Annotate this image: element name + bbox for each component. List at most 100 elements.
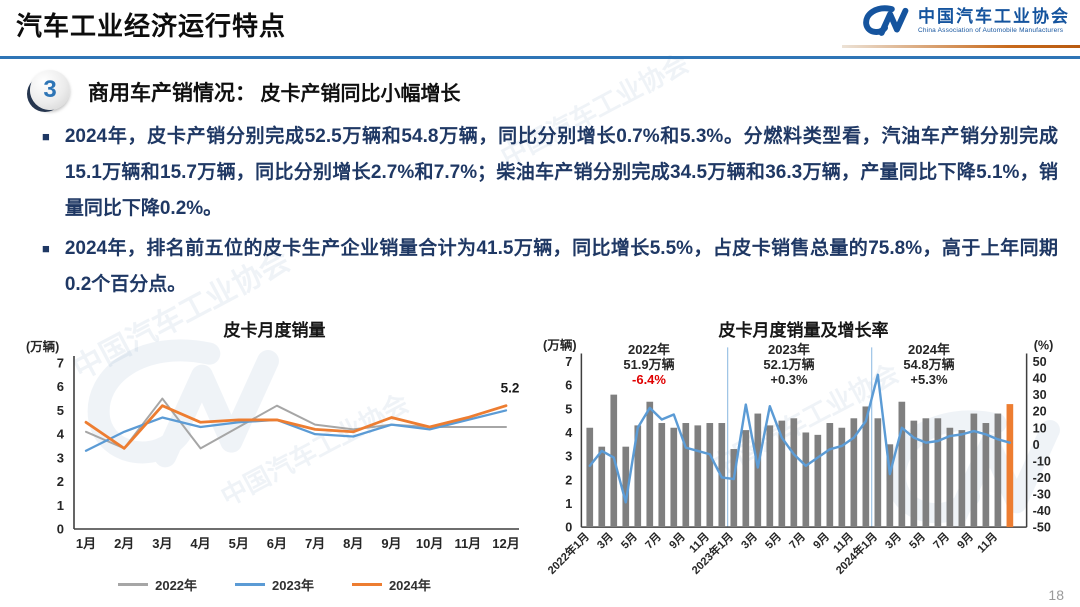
sales-growth-combo-chart: 皮卡月度销量及增长率 (万辆) (%) 0 1 2 3 4 5 6 7 50 40 30 20 10 0 -10… xyxy=(541,316,1066,597)
sales-bar xyxy=(790,418,798,528)
sales-bar xyxy=(934,418,942,528)
right-axis-tick-label: -20 xyxy=(1033,471,1051,485)
sales-bar xyxy=(658,423,666,528)
left-axis-tick-label: 6 xyxy=(565,379,572,393)
sales-bar xyxy=(814,434,822,528)
x-axis-tick-label: 12月 xyxy=(492,536,519,551)
y-axis-unit-label: (万辆) xyxy=(26,339,59,354)
logo-underline xyxy=(842,45,1080,48)
bullet-marker: ■ xyxy=(42,241,50,256)
y-axis-tick-label: 6 xyxy=(57,379,64,394)
right-axis-tick-label: 30 xyxy=(1033,388,1047,402)
x-axis-tick-label: 10月 xyxy=(416,536,443,551)
right-axis-tick-label: 40 xyxy=(1033,372,1047,386)
annotation-year: 2022年 xyxy=(628,342,670,357)
x-axis-tick-label: 9月 xyxy=(381,536,401,551)
sales-bar xyxy=(970,413,978,528)
section-title-prefix: 商用车产销情况： xyxy=(88,82,256,105)
annotation-total: 54.8万辆 xyxy=(903,357,955,372)
legend-label: 2022年 xyxy=(155,578,198,593)
series-line-2024年 xyxy=(84,404,508,450)
x-axis-tick-label: 3月 xyxy=(739,530,760,551)
x-axis-tick-label: 2022年1月 xyxy=(544,529,591,576)
legend-swatch xyxy=(235,583,266,586)
y-axis-tick-label: 4 xyxy=(57,427,65,442)
sales-bar xyxy=(874,418,882,528)
cama-logo-icon xyxy=(863,5,909,36)
x-axis-tick-label: 5月 xyxy=(618,530,639,551)
sales-bar xyxy=(586,427,594,528)
sales-bar xyxy=(982,423,990,528)
legend-item: 2024年 xyxy=(351,575,431,594)
x-axis-tick-label: 7月 xyxy=(931,530,952,551)
annotation-growth: +0.3% xyxy=(770,372,808,387)
left-axis-unit-label: (万辆) xyxy=(543,337,577,352)
sales-bar xyxy=(682,423,690,528)
cama-logo: 中国汽车工业协会 China Association of Automobile… xyxy=(859,4,1070,38)
annotation-2024: 2024年 54.8万辆 +5.3% xyxy=(867,342,991,387)
legend-label: 2024年 xyxy=(388,578,431,593)
combo-chart-canvas: (万辆) (%) 0 1 2 3 4 5 6 7 50 40 30 20 10 0 -10 -20 -30 -40 -5… xyxy=(543,337,1054,576)
x-axis-tick-label: 1月 xyxy=(76,536,96,551)
annotation-total: 52.1万辆 xyxy=(763,357,815,372)
right-axis-unit-label: (%) xyxy=(1034,338,1054,352)
right-axis-tick-label: -50 xyxy=(1033,521,1051,535)
left-axis-tick-label: 2 xyxy=(565,473,572,487)
bullet-list: ■ 2024年，皮卡产销分别完成52.5万辆和54.8万辆，同比分别增长0.7%… xyxy=(42,119,1058,307)
sales-bar xyxy=(886,444,894,528)
x-axis-tick-label: 3月 xyxy=(152,536,172,551)
x-axis-tick-label: 9月 xyxy=(667,530,688,551)
chart-title: 皮卡月度销量及增长率 xyxy=(718,321,889,340)
chart-title: 皮卡月度销量 xyxy=(223,321,326,340)
sales-bar xyxy=(958,430,966,528)
sales-bar xyxy=(802,432,810,528)
growth-rate-line xyxy=(588,373,1012,504)
annotation-growth: -6.4% xyxy=(632,372,666,387)
sales-bar xyxy=(634,425,642,528)
sales-bar xyxy=(694,425,702,528)
section-title-highlight: 皮卡产销同比小幅增长 xyxy=(260,83,461,105)
legend-label: 2023年 xyxy=(272,578,314,593)
y-axis-tick-label: 5 xyxy=(57,403,64,418)
sales-bar xyxy=(742,430,750,528)
x-axis-tick-label: 6月 xyxy=(267,536,287,551)
x-axis-tick-label: 7月 xyxy=(787,530,808,551)
bullet-text: 2024年，排名前五位的皮卡生产企业销量合计为41.5万辆，同比增长5.5%，占… xyxy=(64,238,1058,295)
right-axis-tick-label: 50 xyxy=(1033,355,1047,369)
right-axis-tick-label: -30 xyxy=(1033,488,1051,502)
annotation-total: 51.9万辆 xyxy=(623,357,675,372)
sales-bar xyxy=(622,446,630,528)
left-axis-tick-label: 0 xyxy=(565,521,572,535)
x-axis-tick-label: 7月 xyxy=(305,536,325,551)
sales-bar xyxy=(706,423,714,528)
legend-item: 2023年 xyxy=(235,575,314,594)
sales-bar xyxy=(598,446,606,528)
annotation-year: 2024年 xyxy=(908,342,950,357)
x-axis-tick-label: 5月 xyxy=(907,530,928,551)
x-axis-tick-label: 5月 xyxy=(229,536,249,551)
right-axis-tick-label: -40 xyxy=(1033,504,1051,518)
monthly-sales-line-chart: 皮卡月度销量 (万辆) 0 1 2 3 4 5 6 7 1月 2月 3月 4月 5月 6月 7月 8月 9月 10月… xyxy=(22,316,527,597)
sales-bar xyxy=(826,423,834,528)
right-axis-tick-label: 10 xyxy=(1033,421,1047,435)
sales-bar xyxy=(1006,404,1014,528)
sales-bar xyxy=(778,420,786,528)
section-number-badge: 3 xyxy=(30,70,70,110)
sales-bar xyxy=(646,401,654,528)
sales-bar xyxy=(838,427,846,528)
left-axis-tick-label: 3 xyxy=(565,450,572,464)
left-axis-tick-label: 5 xyxy=(565,402,572,416)
x-axis-tick-label: 11月 xyxy=(975,530,1000,555)
x-axis-tick-label: 9月 xyxy=(811,530,832,551)
legend-swatch xyxy=(118,583,149,586)
page-title: 汽车工业经济运行特点 xyxy=(16,11,287,41)
annotation-2023: 2023年 52.1万辆 +0.3% xyxy=(727,342,851,387)
sales-bar xyxy=(922,418,930,528)
annotation-growth: +5.3% xyxy=(910,372,948,387)
sales-bar xyxy=(862,406,870,528)
left-axis-tick-label: 4 xyxy=(565,426,572,440)
y-axis-tick-label: 2 xyxy=(57,474,64,489)
annotation-year: 2023年 xyxy=(768,342,810,357)
right-axis-tick-label: 0 xyxy=(1033,438,1040,452)
